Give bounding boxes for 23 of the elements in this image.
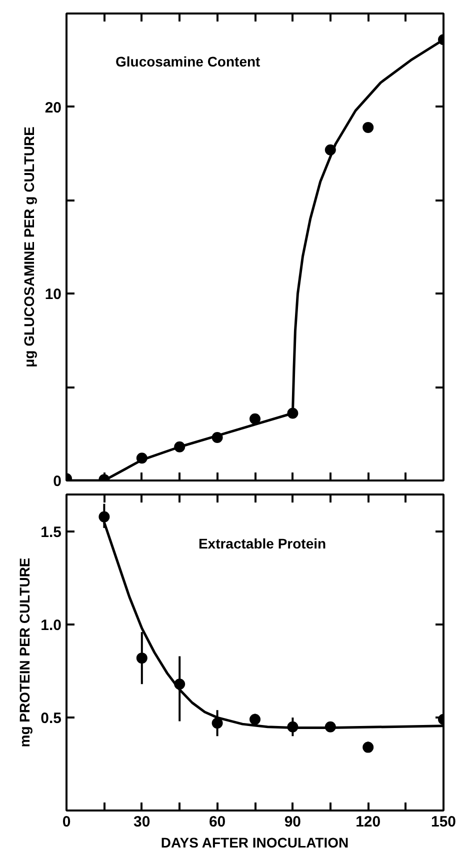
y-tick-label: 1.5: [40, 524, 62, 542]
annotation: Extractable Protein: [198, 535, 326, 552]
x-tick-label: 60: [208, 814, 226, 830]
annotation: Glucosamine Content: [116, 54, 261, 70]
y-tick-label: 1.0: [40, 617, 62, 634]
y-tick-label: 10: [44, 286, 62, 304]
x-tick-label: 90: [284, 814, 302, 830]
point: [362, 122, 374, 133]
point: [212, 718, 223, 729]
point: [362, 742, 374, 753]
point: [136, 652, 148, 664]
y-tick-label: 0.5: [40, 710, 62, 728]
y-tick-label: 20: [44, 99, 62, 116]
point: [250, 714, 260, 725]
point: [250, 413, 260, 424]
y-tick-label: 0: [53, 473, 62, 490]
y-axis-title: μg GLUCOSAMINE PER g CULTURE: [20, 126, 37, 368]
x-tick-label: 150: [430, 814, 456, 830]
y-axis-title: mg PROTEIN PER CULTURE: [16, 558, 33, 748]
x-axis-title: DAYS AFTER INOCULATION: [160, 834, 349, 850]
x-tick-label: 120: [356, 814, 381, 830]
point: [98, 511, 110, 522]
x-tick-label: 30: [134, 814, 150, 830]
